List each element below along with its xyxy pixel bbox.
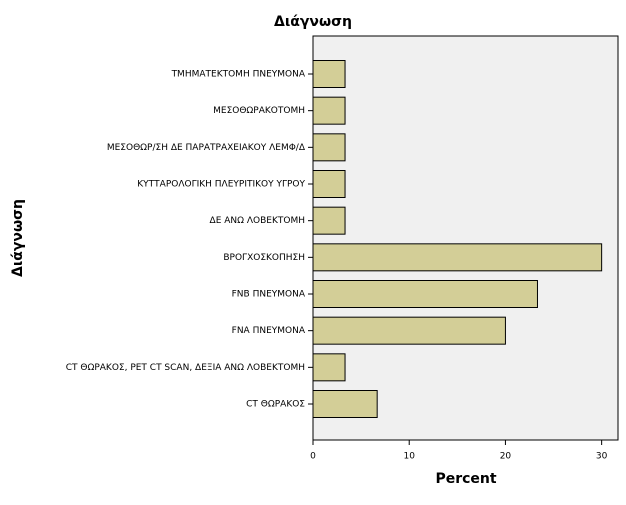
y-tick-label: ΜΕΣΟΘΩΡΑΚΟΤΟΜΗ [213, 106, 305, 116]
y-tick-label: ΜΕΣΟΘΩΡ/ΣΗ ΔΕ ΠΑΡΑΤΡΑΧΕΙΑΚΟΥ ΛΕΜΦ/Δ [107, 143, 306, 153]
plot-area [312, 35, 619, 441]
y-tick-label: ΔΕ ΑΝΩ ΛΟΒΕΚΤΟΜΗ [210, 216, 305, 226]
y-tick-label: FNA ΠΝΕΥΜΟΝΑ [232, 326, 306, 336]
y-tick-label: ΚΥΤΤΑΡΟΛΟΓΙΚΗ ΠΛΕΥΡΙΤΙΚΟΥ ΥΓΡΟΥ [137, 180, 305, 190]
y-axis-label: Διάγνωση [10, 199, 26, 277]
y-tick-label: ΤΜΗΜΑΤΕΚΤΟΜΗ ΠΝΕΥΜΟΝΑ [171, 70, 306, 80]
bar [312, 170, 346, 198]
x-tick-label: 30 [596, 452, 608, 462]
bar [312, 316, 506, 345]
bar [312, 96, 346, 125]
x-tick-label: 0 [310, 452, 316, 462]
bar [312, 280, 538, 308]
bar [312, 353, 346, 382]
y-tick-label: ΒΡΟΓΧΟΣΚΟΠΗΣΗ [223, 253, 305, 263]
bar [312, 390, 378, 418]
y-tick-label: FNB ΠΝΕΥΜΟΝΑ [232, 290, 306, 300]
chart-title: Διάγνωση [274, 14, 352, 30]
bar [312, 243, 603, 272]
y-tick-label: CT ΘΩΡΑΚΟΣ, PET CT SCAN, ΔΕΞΙΑ ΑΝΩ ΛΟΒΕΚ… [66, 363, 305, 373]
x-tick-label: 20 [500, 452, 512, 462]
x-axis-label: Percent [435, 471, 496, 487]
y-tick-label: CT ΘΩΡΑΚΟΣ [246, 400, 305, 410]
bar [312, 206, 346, 235]
x-tick-label: 10 [403, 452, 415, 462]
bar [312, 60, 346, 88]
bar [312, 133, 346, 162]
